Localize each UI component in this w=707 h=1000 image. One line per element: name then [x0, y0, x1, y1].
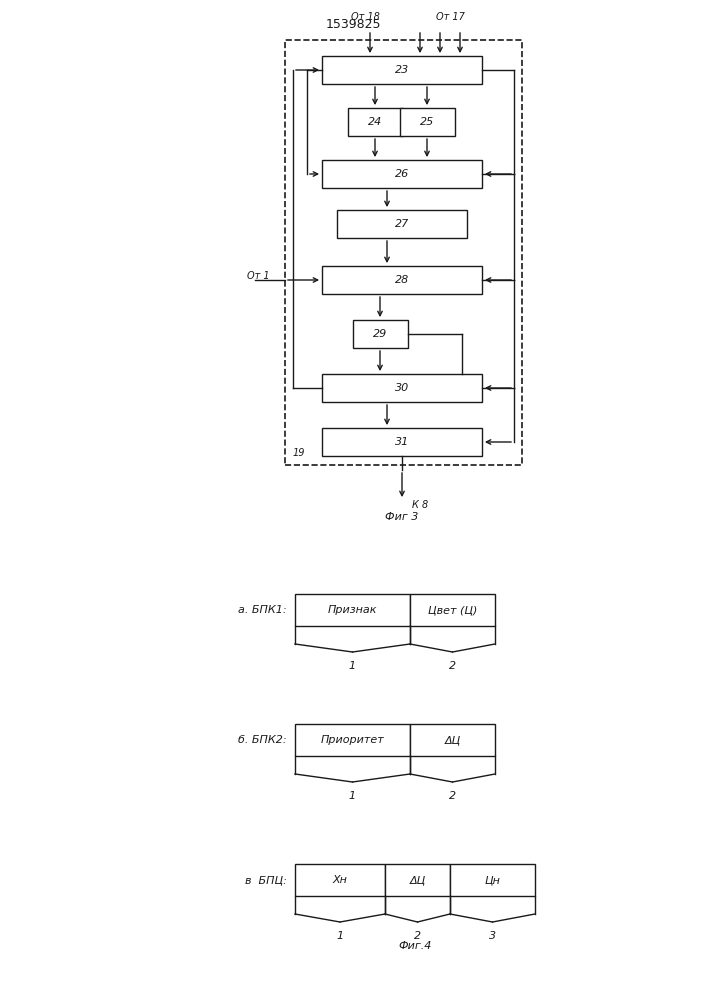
- Bar: [295, 864, 385, 896]
- Bar: [337, 210, 467, 238]
- Text: К 8: К 8: [412, 500, 428, 510]
- Text: б. БПК2:: б. БПК2:: [238, 735, 287, 745]
- Text: 27: 27: [395, 219, 409, 229]
- Text: в  БПЦ:: в БПЦ:: [245, 875, 287, 885]
- Text: 1539825: 1539825: [325, 18, 381, 31]
- Bar: [322, 56, 482, 84]
- Text: 25: 25: [420, 117, 434, 127]
- Bar: [322, 266, 482, 294]
- Bar: [410, 724, 495, 756]
- Text: 1: 1: [337, 931, 344, 941]
- Text: 30: 30: [395, 383, 409, 393]
- Bar: [285, 40, 522, 465]
- Text: Приоритет: Приоритет: [321, 735, 385, 745]
- Text: От 18: От 18: [351, 12, 380, 22]
- Text: От 1: От 1: [247, 271, 269, 281]
- Text: 19: 19: [293, 448, 305, 458]
- Text: 2: 2: [449, 791, 456, 801]
- Text: 29: 29: [373, 329, 387, 339]
- Text: 26: 26: [395, 169, 409, 179]
- Text: Фиг.4: Фиг.4: [398, 941, 432, 951]
- Text: 2: 2: [449, 661, 456, 671]
- Text: Хн: Хн: [332, 875, 347, 885]
- Bar: [450, 864, 535, 896]
- Text: 23: 23: [395, 65, 409, 75]
- Text: Фиг 3: Фиг 3: [385, 512, 419, 522]
- Text: 3: 3: [489, 931, 496, 941]
- Bar: [322, 428, 482, 456]
- Bar: [295, 594, 410, 626]
- Bar: [348, 108, 402, 136]
- Text: ΔЦ: ΔЦ: [409, 875, 426, 885]
- Text: ΔЦ: ΔЦ: [445, 735, 461, 745]
- Bar: [353, 320, 407, 348]
- Bar: [385, 864, 450, 896]
- Text: 31: 31: [395, 437, 409, 447]
- Text: 1: 1: [349, 661, 356, 671]
- Text: 28: 28: [395, 275, 409, 285]
- Text: а. БПК1:: а. БПК1:: [238, 605, 287, 615]
- Text: Цвет (Ц): Цвет (Ц): [428, 605, 477, 615]
- Bar: [399, 108, 455, 136]
- Text: 24: 24: [368, 117, 382, 127]
- Text: Признак: Признак: [328, 605, 378, 615]
- Text: От 17: От 17: [436, 12, 464, 22]
- Bar: [322, 160, 482, 188]
- Text: Цн: Цн: [484, 875, 501, 885]
- Bar: [322, 374, 482, 402]
- Text: 1: 1: [349, 791, 356, 801]
- Bar: [410, 594, 495, 626]
- Bar: [295, 724, 410, 756]
- Text: 2: 2: [414, 931, 421, 941]
